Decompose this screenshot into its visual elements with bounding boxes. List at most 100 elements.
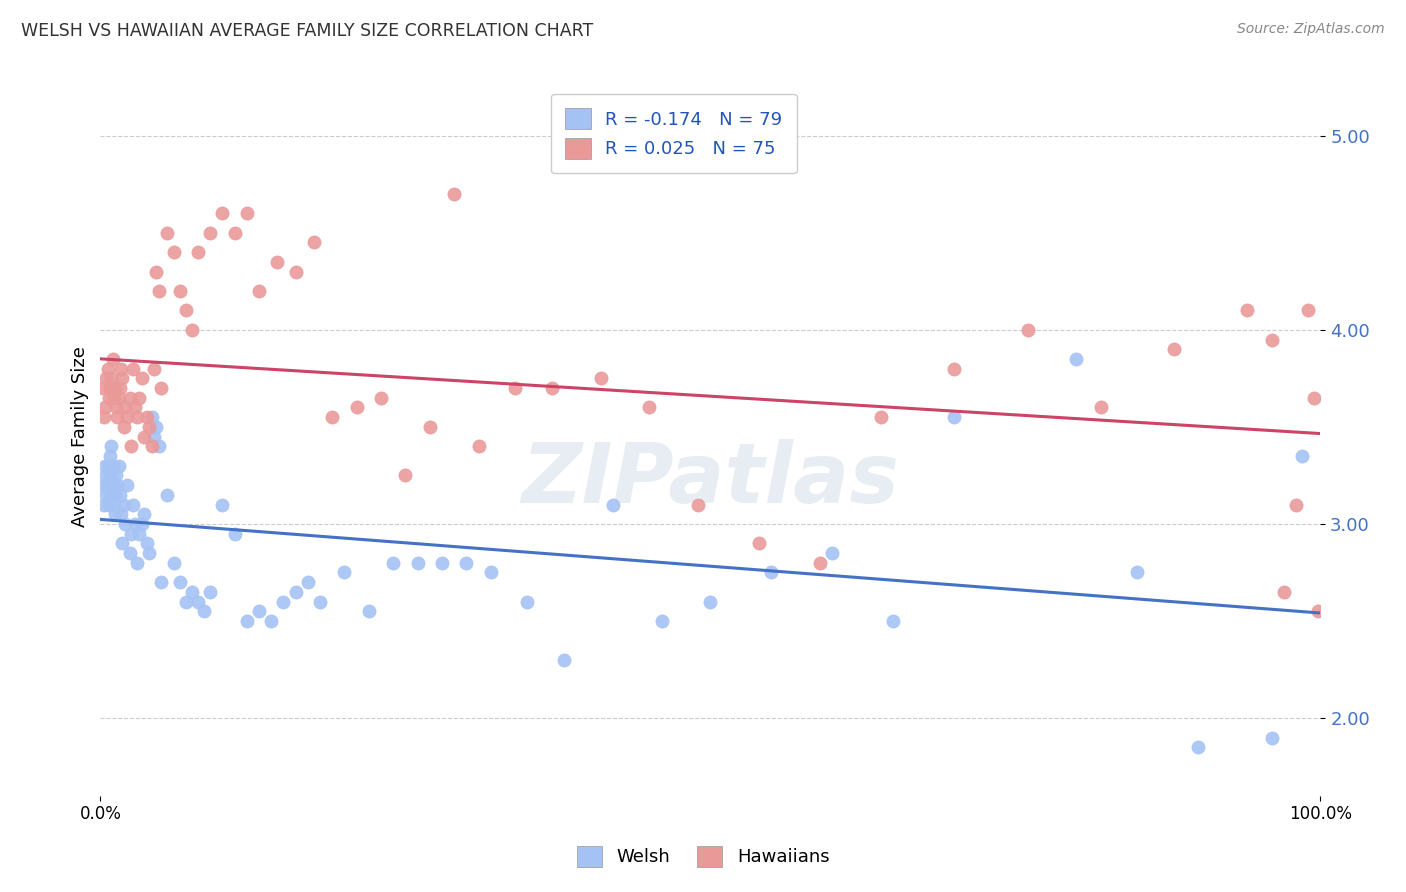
Point xyxy=(124,401,146,415)
Text: ZIPatlas: ZIPatlas xyxy=(522,439,900,520)
Point xyxy=(169,284,191,298)
Point xyxy=(128,526,150,541)
Point xyxy=(1260,333,1282,347)
Point xyxy=(943,410,966,425)
Point xyxy=(134,429,156,443)
Point xyxy=(120,526,142,541)
Point xyxy=(91,478,114,492)
Point xyxy=(284,585,307,599)
Point xyxy=(748,536,770,550)
Point xyxy=(943,361,966,376)
Text: WELSH VS HAWAIIAN AVERAGE FAMILY SIZE CORRELATION CHART: WELSH VS HAWAIIAN AVERAGE FAMILY SIZE CO… xyxy=(21,22,593,40)
Point xyxy=(1017,323,1039,337)
Point xyxy=(236,614,259,628)
Point xyxy=(135,410,157,425)
Legend: R = -0.174   N = 79, R = 0.025   N = 75: R = -0.174 N = 79, R = 0.025 N = 75 xyxy=(551,94,797,173)
Point xyxy=(187,245,209,260)
Point xyxy=(357,604,380,618)
Point xyxy=(193,604,215,618)
Point xyxy=(169,575,191,590)
Point xyxy=(150,381,173,395)
Point xyxy=(761,566,783,580)
Point xyxy=(134,508,156,522)
Point xyxy=(145,264,167,278)
Point xyxy=(93,498,115,512)
Point xyxy=(118,546,141,560)
Point xyxy=(98,468,121,483)
Point xyxy=(333,566,356,580)
Point xyxy=(143,361,166,376)
Point xyxy=(148,439,170,453)
Point xyxy=(1303,391,1326,405)
Point xyxy=(107,391,129,405)
Text: Source: ZipAtlas.com: Source: ZipAtlas.com xyxy=(1237,22,1385,37)
Point xyxy=(479,566,502,580)
Point xyxy=(162,245,184,260)
Point xyxy=(198,226,221,240)
Point xyxy=(150,575,173,590)
Point xyxy=(105,401,128,415)
Point xyxy=(131,516,153,531)
Point xyxy=(111,536,134,550)
Point xyxy=(114,516,136,531)
Point xyxy=(118,391,141,405)
Point xyxy=(211,206,233,220)
Point xyxy=(101,478,124,492)
Point xyxy=(309,594,332,608)
Legend: Welsh, Hawaiians: Welsh, Hawaiians xyxy=(569,838,837,874)
Point xyxy=(125,410,148,425)
Point xyxy=(247,604,270,618)
Point xyxy=(602,498,624,512)
Point xyxy=(443,186,465,201)
Point xyxy=(1260,731,1282,745)
Point xyxy=(138,546,160,560)
Point xyxy=(174,303,197,318)
Point xyxy=(94,401,117,415)
Point xyxy=(1285,498,1308,512)
Point xyxy=(100,439,122,453)
Point xyxy=(321,410,343,425)
Point xyxy=(104,381,127,395)
Point xyxy=(101,458,124,473)
Point xyxy=(98,381,121,395)
Point xyxy=(273,594,295,608)
Point xyxy=(821,546,844,560)
Point xyxy=(1066,351,1088,366)
Point xyxy=(1272,585,1295,599)
Point xyxy=(162,556,184,570)
Point xyxy=(553,653,575,667)
Point xyxy=(638,401,661,415)
Point xyxy=(1296,303,1319,318)
Point xyxy=(688,498,710,512)
Point xyxy=(180,323,202,337)
Point xyxy=(346,401,368,415)
Point xyxy=(1236,303,1258,318)
Point xyxy=(808,556,831,570)
Point xyxy=(141,439,163,453)
Point xyxy=(1090,401,1112,415)
Point xyxy=(198,585,221,599)
Point xyxy=(100,488,122,502)
Point xyxy=(143,429,166,443)
Point xyxy=(174,594,197,608)
Point xyxy=(148,284,170,298)
Point xyxy=(382,556,405,570)
Point xyxy=(120,439,142,453)
Point xyxy=(128,391,150,405)
Point xyxy=(104,508,127,522)
Point xyxy=(394,468,416,483)
Point xyxy=(224,526,246,541)
Point xyxy=(882,614,904,628)
Point xyxy=(97,498,120,512)
Point xyxy=(406,556,429,570)
Point xyxy=(96,468,118,483)
Point xyxy=(97,478,120,492)
Point xyxy=(651,614,673,628)
Point xyxy=(108,381,131,395)
Point xyxy=(124,516,146,531)
Point xyxy=(115,410,138,425)
Point xyxy=(589,371,612,385)
Point xyxy=(302,235,325,250)
Point xyxy=(122,498,145,512)
Point xyxy=(1126,566,1149,580)
